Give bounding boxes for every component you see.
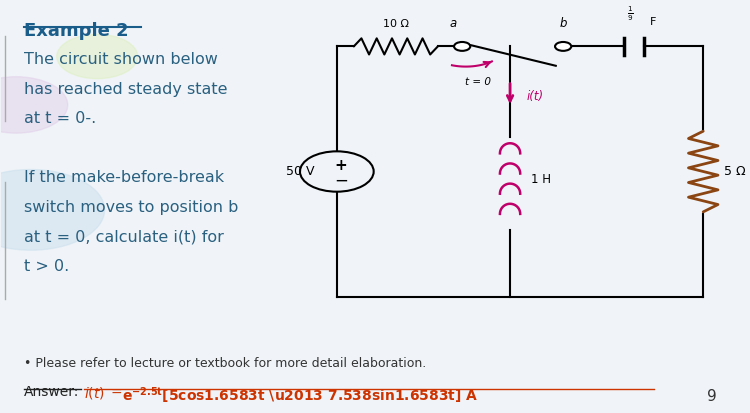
Text: If the make-before-break: If the make-before-break: [23, 170, 224, 185]
Text: switch moves to position b: switch moves to position b: [23, 200, 238, 215]
Text: at t = 0, calculate i(t) for: at t = 0, calculate i(t) for: [23, 229, 224, 244]
Circle shape: [454, 42, 470, 51]
Text: has reached steady state: has reached steady state: [23, 82, 227, 97]
Text: i(t): i(t): [526, 90, 544, 103]
Circle shape: [57, 34, 138, 79]
Text: 50 V: 50 V: [286, 165, 315, 178]
Text: 1 H: 1 H: [531, 173, 550, 186]
Text: 10 Ω: 10 Ω: [382, 19, 409, 29]
Text: Example 2: Example 2: [23, 22, 128, 40]
Text: +: +: [334, 157, 347, 173]
Circle shape: [300, 151, 374, 192]
Text: t = 0: t = 0: [465, 77, 491, 87]
Text: t > 0.: t > 0.: [23, 259, 69, 274]
Circle shape: [555, 42, 572, 51]
Text: • Please refer to lecture or textbook for more detail elaboration.: • Please refer to lecture or textbook fo…: [23, 357, 426, 370]
Text: a: a: [450, 17, 457, 30]
Text: 9: 9: [706, 389, 716, 404]
Text: at t = 0-.: at t = 0-.: [23, 112, 96, 126]
Text: $\frac{1}{9}$: $\frac{1}{9}$: [627, 5, 634, 23]
Text: =: =: [110, 385, 122, 399]
Text: −: −: [334, 171, 348, 190]
Text: 5 Ω: 5 Ω: [724, 165, 746, 178]
Text: b: b: [560, 17, 567, 30]
Circle shape: [0, 77, 68, 133]
Text: $\mathbf{e^{-2.5t}}$[5cos1.6583t \u2013 7.538sin1.6583t] A: $\mathbf{e^{-2.5t}}$[5cos1.6583t \u2013 …: [122, 385, 478, 406]
Text: The circuit shown below: The circuit shown below: [23, 52, 218, 67]
Circle shape: [0, 169, 104, 250]
Text: $i(t)$: $i(t)$: [84, 385, 105, 401]
Text: Answer:: Answer:: [23, 385, 79, 399]
Text: F: F: [650, 17, 656, 27]
